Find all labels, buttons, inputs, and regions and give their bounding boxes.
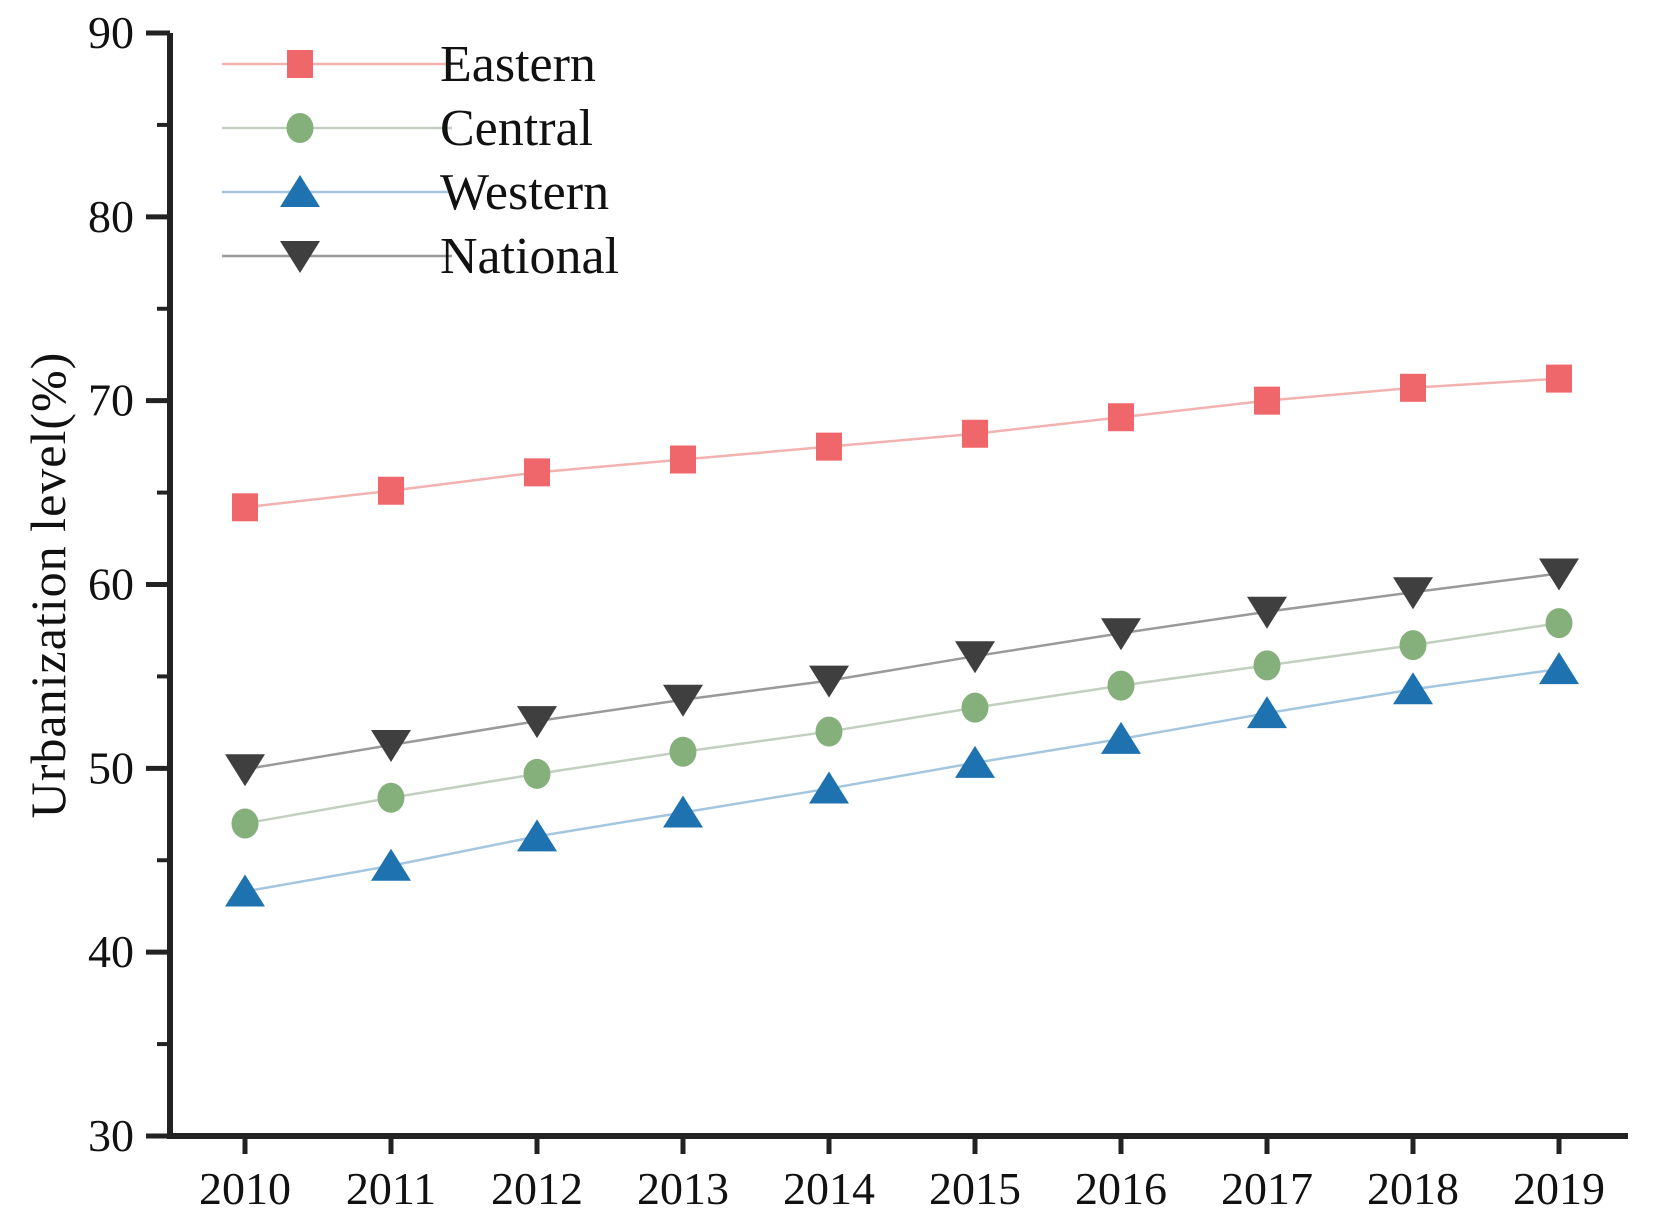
legend-marker-central — [286, 113, 314, 143]
legend-marker-national — [280, 241, 320, 273]
legend-marker-western — [280, 175, 320, 207]
series-eastern — [232, 364, 1572, 522]
data-point-central-2010 — [231, 808, 259, 839]
data-point-central-2017 — [1253, 650, 1281, 681]
series-line-national — [244, 572, 1560, 771]
series-western — [225, 652, 1579, 907]
legend-item-national: National — [222, 228, 619, 285]
data-point-national-2012 — [517, 706, 557, 739]
data-point-national-2017 — [1247, 596, 1287, 629]
data-point-national-2010 — [225, 754, 265, 787]
data-point-eastern-2018 — [1400, 373, 1426, 402]
data-point-central-2018 — [1399, 630, 1427, 661]
y-tick-label-30: 30 — [88, 1110, 134, 1161]
data-point-central-2016 — [1107, 670, 1135, 701]
x-tick-label-2016: 2016 — [1075, 1163, 1167, 1214]
data-point-central-2015 — [961, 692, 989, 723]
legend-item-western: Western — [222, 164, 609, 221]
data-point-eastern-2012 — [524, 458, 550, 487]
legend-label-eastern: Eastern — [440, 36, 596, 93]
data-point-central-2012 — [523, 758, 551, 789]
data-point-eastern-2010 — [232, 493, 258, 522]
data-point-western-2014 — [809, 771, 849, 804]
legend-label-national: National — [440, 228, 619, 285]
x-tick-label-2013: 2013 — [637, 1163, 729, 1214]
data-point-eastern-2014 — [816, 432, 842, 461]
data-point-national-2015 — [955, 641, 995, 674]
legend-item-central: Central — [222, 100, 593, 157]
x-tick-label-2012: 2012 — [491, 1163, 583, 1214]
data-point-national-2016 — [1101, 618, 1141, 651]
y-tick-label-50: 50 — [88, 742, 134, 793]
data-point-national-2011 — [371, 729, 411, 762]
y-tick-label-80: 80 — [88, 191, 134, 242]
data-point-eastern-2017 — [1254, 386, 1280, 415]
legend-marker-eastern — [287, 50, 313, 78]
legend-label-western: Western — [440, 164, 609, 221]
data-point-central-2014 — [815, 716, 843, 747]
series-central — [231, 608, 1573, 839]
data-point-central-2013 — [669, 736, 697, 767]
data-point-national-2019 — [1539, 558, 1579, 591]
data-point-western-2015 — [955, 745, 995, 778]
y-tick-label-60: 60 — [88, 559, 134, 610]
y-tick-label-90: 90 — [88, 7, 134, 58]
legend-label-central: Central — [440, 100, 593, 157]
x-tick-label-2019: 2019 — [1513, 1163, 1605, 1214]
y-tick-label-40: 40 — [88, 926, 134, 977]
data-point-national-2014 — [809, 665, 849, 698]
data-point-eastern-2013 — [670, 445, 696, 474]
data-point-western-2013 — [663, 795, 703, 828]
x-tick-label-2010: 2010 — [199, 1163, 291, 1214]
data-point-western-2018 — [1393, 672, 1433, 705]
data-point-western-2010 — [225, 874, 265, 907]
legend-item-eastern: Eastern — [222, 36, 596, 93]
data-point-eastern-2016 — [1108, 403, 1134, 432]
x-tick-label-2011: 2011 — [346, 1163, 436, 1214]
data-point-western-2019 — [1539, 652, 1579, 685]
data-point-national-2018 — [1393, 577, 1433, 610]
x-tick-label-2017: 2017 — [1221, 1163, 1313, 1214]
x-tick-label-2014: 2014 — [783, 1163, 875, 1214]
data-point-eastern-2011 — [378, 476, 404, 505]
data-point-central-2011 — [377, 782, 405, 813]
data-point-national-2013 — [663, 684, 703, 717]
x-tick-label-2015: 2015 — [929, 1163, 1021, 1214]
y-tick-label-70: 70 — [88, 375, 134, 426]
data-point-eastern-2015 — [962, 419, 988, 448]
data-point-western-2017 — [1247, 696, 1287, 729]
data-point-western-2012 — [517, 819, 557, 852]
series-line-central — [244, 621, 1560, 825]
series-national — [225, 558, 1579, 787]
data-point-western-2016 — [1101, 721, 1141, 754]
x-tick-label-2018: 2018 — [1367, 1163, 1459, 1214]
data-point-eastern-2019 — [1546, 364, 1572, 393]
legend: Eastern Central Western National — [222, 36, 619, 285]
series-line-eastern — [244, 377, 1560, 509]
data-point-western-2011 — [371, 848, 411, 881]
data-point-central-2019 — [1545, 608, 1573, 639]
series-line-western — [244, 667, 1560, 893]
